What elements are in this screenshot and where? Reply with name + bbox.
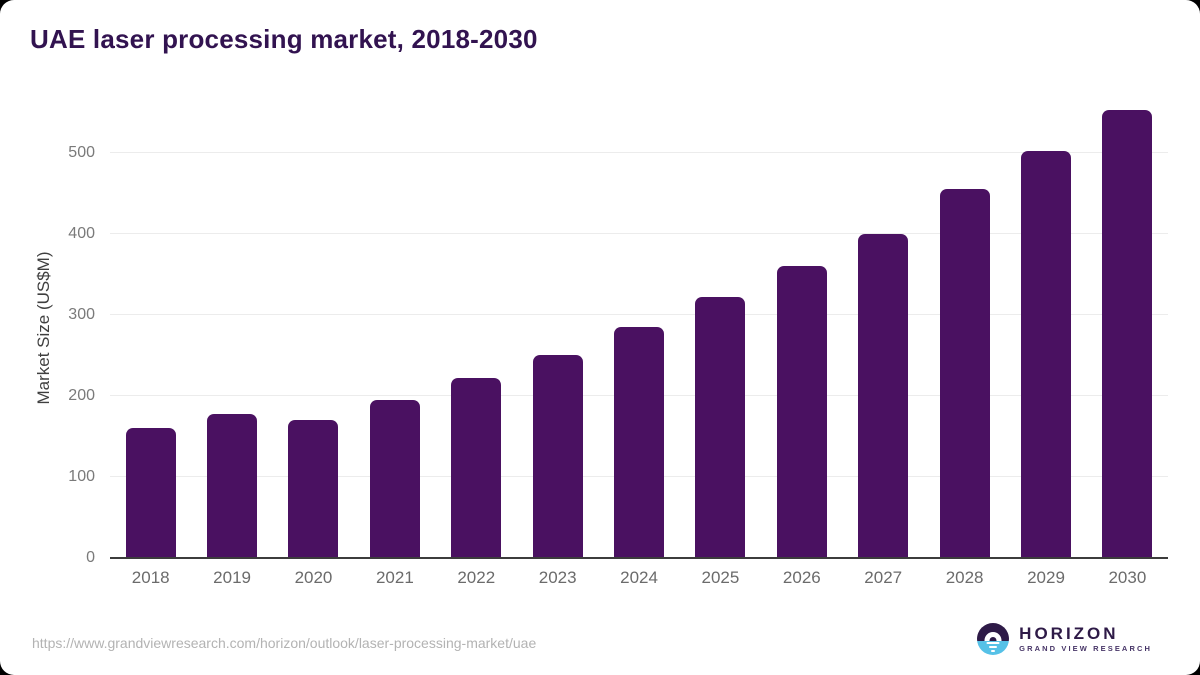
- horizon-logo: HORIZON GRAND VIEW RESEARCH: [977, 623, 1152, 655]
- bar-slot-2029: [1005, 98, 1086, 558]
- x-tick-label-2025: 2025: [701, 568, 740, 587]
- bar-slot-2019: [191, 98, 272, 558]
- x-tick-label-2019: 2019: [213, 568, 251, 587]
- bar-2023: [532, 354, 583, 558]
- gridline-300: [110, 314, 1168, 316]
- logo-subtitle: GRAND VIEW RESEARCH: [1019, 644, 1152, 654]
- bar-slot-2030: [1087, 98, 1168, 558]
- x-tick-label-2026: 2026: [782, 568, 821, 587]
- logo-ripple: [989, 646, 998, 649]
- bar-slot-2024: [598, 98, 679, 558]
- bar-2018: [125, 428, 176, 558]
- y-tick-label-0: 0: [86, 549, 95, 566]
- bar-2028: [939, 188, 990, 558]
- logo-sun-arch: [984, 631, 1002, 641]
- gridline-500: [110, 152, 1168, 154]
- logo-name: HORIZON: [1019, 624, 1119, 644]
- y-tick-label-200: 200: [68, 387, 95, 405]
- logo-text: HORIZON GRAND VIEW RESEARCH: [1019, 625, 1152, 653]
- x-tick-label-2027: 2027: [864, 568, 903, 587]
- y-tick-label-300: 300: [68, 306, 95, 324]
- x-tick-label-2024: 2024: [620, 568, 658, 587]
- bar-slot-2028: [924, 98, 1005, 558]
- x-tick-label-2030: 2030: [1108, 568, 1147, 587]
- bar-2024: [614, 327, 665, 558]
- bar-slot-2027: [843, 98, 924, 558]
- bar-2019: [207, 413, 258, 558]
- bars-row: [110, 98, 1168, 558]
- y-axis-title: Market Size (US$M): [34, 251, 53, 405]
- x-tick-label-2029: 2029: [1027, 568, 1065, 587]
- bar-2027: [858, 234, 909, 558]
- bar-slot-2018: [110, 98, 191, 558]
- x-tick-label-2023: 2023: [538, 568, 577, 587]
- bar-slot-2021: [354, 98, 435, 558]
- logo-ripple: [986, 641, 1000, 644]
- y-tick-label-100: 100: [68, 468, 95, 486]
- gridline-400: [110, 233, 1168, 235]
- bar-2029: [1020, 151, 1071, 558]
- y-tick-label-500: 500: [68, 144, 95, 162]
- bar-slot-2020: [273, 98, 354, 558]
- bar-slot-2023: [517, 98, 598, 558]
- x-axis-line: [110, 557, 1168, 559]
- x-tick-label-2028: 2028: [945, 568, 984, 587]
- x-tick-label-2022: 2022: [457, 568, 496, 587]
- bar-slot-2025: [680, 98, 761, 558]
- bar-2026: [776, 266, 827, 558]
- x-tick-label-2018: 2018: [131, 568, 170, 587]
- plot-area: 0 100 200 300 400 500: [68, 98, 1168, 566]
- x-tick-label-2020: 2020: [294, 568, 333, 587]
- logo-sun-hole: [989, 636, 997, 641]
- x-tick-labels: 2018 2019 2020 2021 2022 2023 2024 2025 2026 2027…: [110, 568, 1168, 588]
- bar-slot-2022: [436, 98, 517, 558]
- page-title: UAE laser processing market, 2018-2030: [30, 24, 538, 54]
- x-tick-label-2021: 2021: [375, 568, 414, 587]
- bar-slot-2026: [761, 98, 842, 558]
- bar-2020: [288, 420, 339, 558]
- bar-2022: [451, 378, 502, 558]
- source-url: https://www.grandviewresearch.com/horizo…: [32, 635, 537, 651]
- horizon-sun-over-water-icon: [977, 623, 1010, 655]
- bar-2021: [369, 400, 420, 558]
- y-tick-label-400: 400: [68, 225, 95, 243]
- bar-2030: [1102, 110, 1153, 558]
- logo-ripple: [991, 649, 996, 652]
- bar-2025: [695, 297, 746, 558]
